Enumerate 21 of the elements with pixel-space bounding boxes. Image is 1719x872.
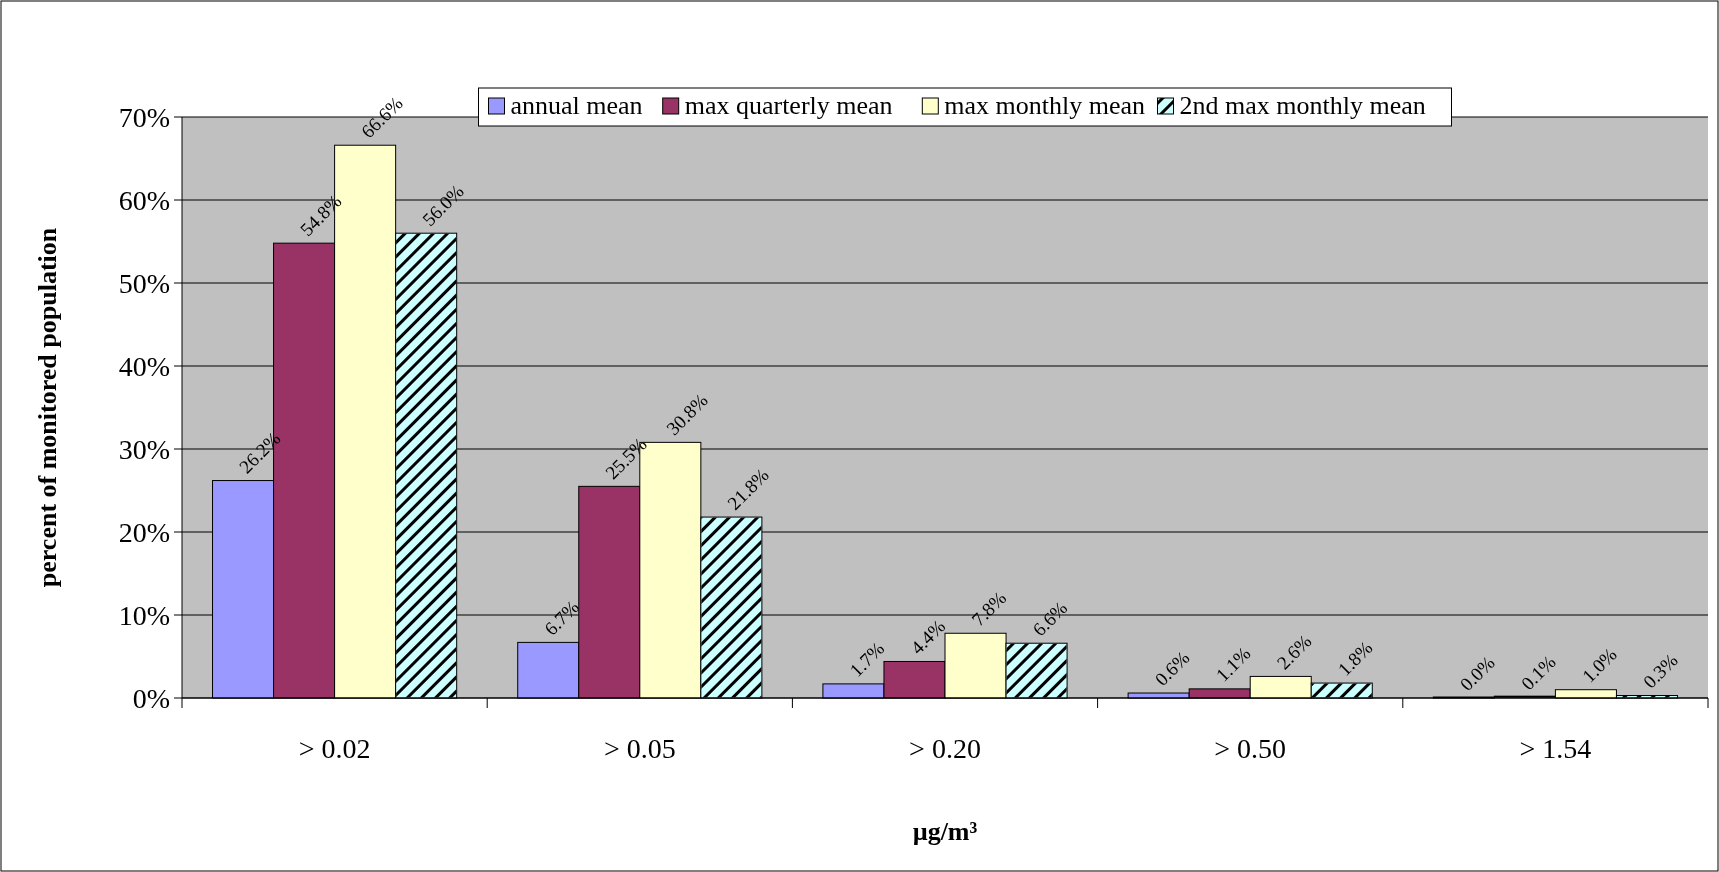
x-tick-label: > 0.20 bbox=[909, 733, 981, 764]
y-tick-label: 40% bbox=[118, 350, 170, 382]
x-tick-label: > 0.05 bbox=[603, 733, 676, 764]
data-label: 4.4% bbox=[906, 615, 950, 659]
y-tick-label: 30% bbox=[118, 433, 170, 465]
legend-label: max monthly mean bbox=[944, 91, 1146, 120]
x-tick-label: > 0.02 bbox=[298, 733, 371, 764]
x-tick-label: > 1.54 bbox=[1519, 733, 1592, 764]
legend-label: annual mean bbox=[510, 91, 643, 120]
legend-label: 2nd max monthly mean bbox=[1179, 91, 1426, 120]
y-tick-label: 60% bbox=[118, 184, 170, 216]
y-tick-label: 70% bbox=[118, 101, 170, 133]
y-tick-label: 50% bbox=[118, 267, 170, 299]
data-label: 0.1% bbox=[1516, 651, 1560, 694]
x-axis-title: µg/m³ bbox=[912, 817, 978, 846]
y-tick-label: 0% bbox=[132, 682, 170, 714]
legend-label: max quarterly mean bbox=[684, 91, 893, 120]
y-tick-label: 20% bbox=[118, 516, 170, 548]
y-axis-title: percent of monitored population bbox=[33, 227, 62, 588]
y-tick-label: 10% bbox=[118, 599, 170, 631]
x-tick-label: > 0.50 bbox=[1214, 733, 1287, 764]
